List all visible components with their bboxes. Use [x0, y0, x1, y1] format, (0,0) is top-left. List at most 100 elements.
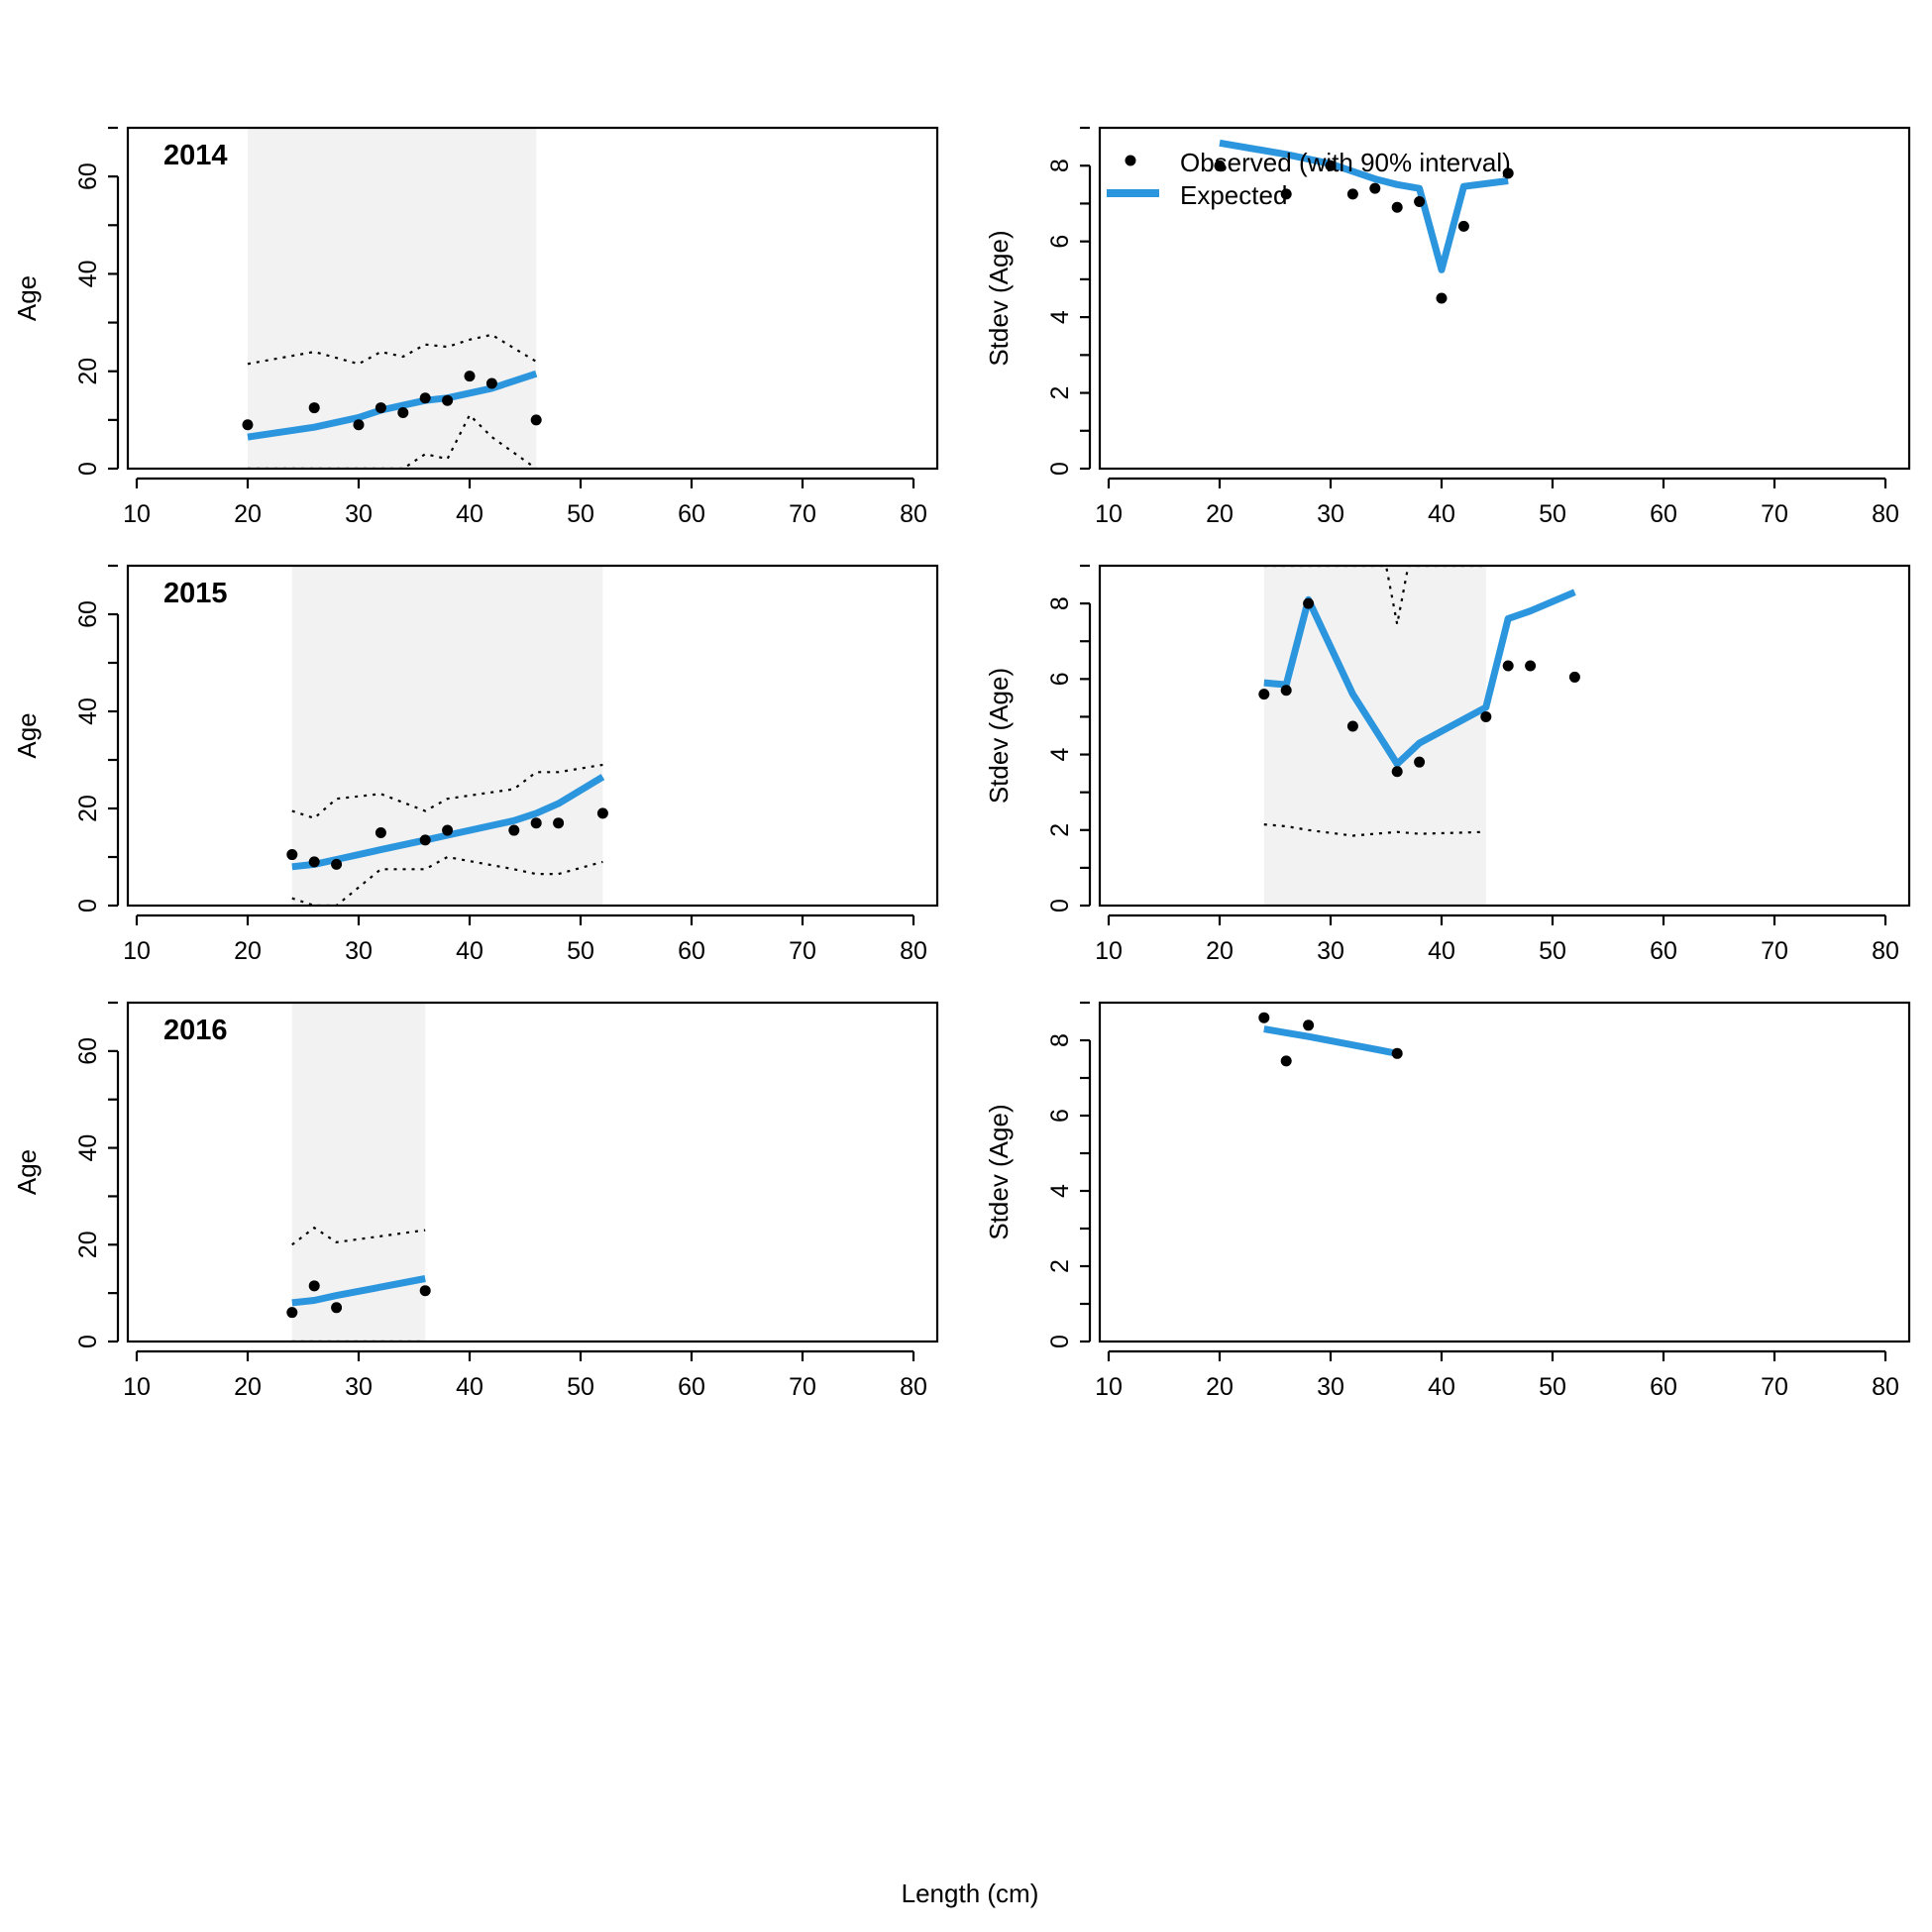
x-tick-label: 80 — [900, 1373, 927, 1401]
x-tick-label: 10 — [1095, 1373, 1123, 1401]
y-axis-label: Age — [12, 1149, 42, 1195]
plot-frame — [126, 564, 939, 908]
y-tick-label: 0 — [1046, 899, 1074, 912]
y-axis-label: Stdev (Age) — [984, 1104, 1014, 1239]
observed-point — [308, 402, 320, 414]
panel-mean-0: 10 20 30 40 50 60 70 80 0 20 40 60 Age 2014 — [12, 126, 939, 528]
panel-title: 2015 — [163, 578, 228, 609]
x-tick-label: 50 — [1539, 500, 1566, 528]
y-tick-label: 6 — [1046, 672, 1074, 686]
observed-point — [375, 827, 386, 838]
y-axis-label: Stdev (Age) — [984, 230, 1014, 366]
interval-band — [248, 128, 537, 469]
observed-point — [596, 807, 608, 819]
expected-line — [247, 370, 538, 441]
x-tick-label: 50 — [1539, 1373, 1566, 1401]
legend-expected-label: Expected — [1180, 180, 1287, 210]
panel-mean-1: 10 20 30 40 50 60 70 80 0 20 40 60 Age 2015 — [12, 564, 939, 965]
x-tick-label: 20 — [1206, 937, 1234, 965]
y-tick-label: 0 — [1046, 462, 1074, 476]
x-tick-label: 80 — [1872, 1373, 1899, 1401]
x-tick-label: 60 — [1650, 1373, 1677, 1401]
y-tick-label: 20 — [74, 1231, 102, 1258]
observed-point — [1303, 597, 1315, 609]
observed-point — [1502, 167, 1514, 179]
observed-point — [1391, 201, 1403, 213]
y-tick-label: 2 — [1046, 823, 1074, 837]
y-tick-label: 60 — [74, 162, 102, 190]
y-tick-label: 6 — [1046, 235, 1074, 249]
observed-point — [331, 858, 343, 870]
x-tick-label: 60 — [1650, 500, 1677, 528]
x-tick-label: 30 — [345, 500, 373, 528]
observed-point — [308, 856, 320, 868]
y-tick-label: 2 — [1046, 1259, 1074, 1273]
x-axis-label: Length (cm) — [902, 1878, 1039, 1908]
y-tick-label: 0 — [1046, 1335, 1074, 1348]
expected-line — [291, 774, 605, 871]
y-tick-label: 0 — [74, 1335, 102, 1348]
plot-area-stdev-0 — [1214, 139, 1514, 304]
x-tick-label: 20 — [1206, 500, 1234, 528]
y-tick-label: 4 — [1046, 748, 1074, 762]
observed-point — [1258, 689, 1270, 700]
observed-point — [1568, 671, 1580, 683]
y-tick-label: 40 — [74, 698, 102, 725]
x-tick-label: 80 — [1872, 937, 1899, 965]
x-tick-label: 70 — [1761, 500, 1788, 528]
observed-point — [1525, 660, 1537, 672]
y-axis-label: Stdev (Age) — [984, 668, 1014, 804]
interval-upper-line — [291, 1226, 426, 1246]
interval-band — [1263, 566, 1486, 906]
legend: Observed (with 90% interval) Expected — [1107, 148, 1511, 210]
panel-title: 2014 — [163, 140, 228, 171]
y-axis-label: Age — [12, 712, 42, 758]
x-tick-label: 30 — [345, 1373, 373, 1401]
x-tick-label: 50 — [1539, 937, 1566, 965]
x-tick-label: 20 — [1206, 1373, 1234, 1401]
observed-point — [1414, 196, 1426, 208]
plot-area-mean-1 — [286, 566, 608, 906]
observed-point — [1325, 160, 1337, 171]
x-tick-label: 80 — [900, 937, 927, 965]
x-tick-label: 40 — [456, 500, 483, 528]
observed-point — [1303, 1020, 1315, 1031]
x-tick-label: 30 — [1317, 937, 1344, 965]
y-tick-label: 60 — [74, 600, 102, 628]
x-tick-label: 40 — [1428, 1373, 1455, 1401]
plot-frame — [1098, 126, 1911, 471]
x-tick-label: 40 — [456, 1373, 483, 1401]
y-tick-label: 20 — [74, 358, 102, 385]
legend-observed-marker — [1125, 155, 1136, 166]
x-tick-label: 50 — [567, 500, 594, 528]
observed-point — [1214, 160, 1226, 171]
observed-point — [419, 392, 431, 404]
observed-point — [464, 371, 476, 382]
observed-point — [419, 834, 431, 846]
y-tick-label: 8 — [1046, 596, 1074, 610]
panel-mean-2: 10 20 30 40 50 60 70 80 0 20 40 60 Age 2016 — [12, 1001, 939, 1401]
observed-point — [286, 849, 298, 861]
plot-frame — [126, 126, 939, 471]
observed-point — [331, 1302, 343, 1314]
plot-frame — [1098, 1001, 1911, 1343]
y-tick-label: 0 — [74, 899, 102, 912]
x-tick-label: 40 — [1428, 937, 1455, 965]
expected-line — [1219, 139, 1509, 273]
expected-line — [1263, 1025, 1398, 1057]
x-tick-label: 30 — [345, 937, 373, 965]
y-tick-label: 8 — [1046, 159, 1074, 172]
observed-point — [530, 414, 542, 426]
y-axis-label: Age — [12, 275, 42, 321]
x-tick-label: 70 — [789, 500, 816, 528]
x-tick-label: 50 — [567, 937, 594, 965]
observed-point — [308, 1280, 320, 1292]
observed-point — [1280, 188, 1292, 200]
observed-point — [1346, 720, 1358, 732]
x-tick-label: 80 — [1872, 500, 1899, 528]
observed-point — [353, 419, 365, 431]
observed-point — [553, 817, 565, 829]
observed-point — [442, 824, 454, 836]
